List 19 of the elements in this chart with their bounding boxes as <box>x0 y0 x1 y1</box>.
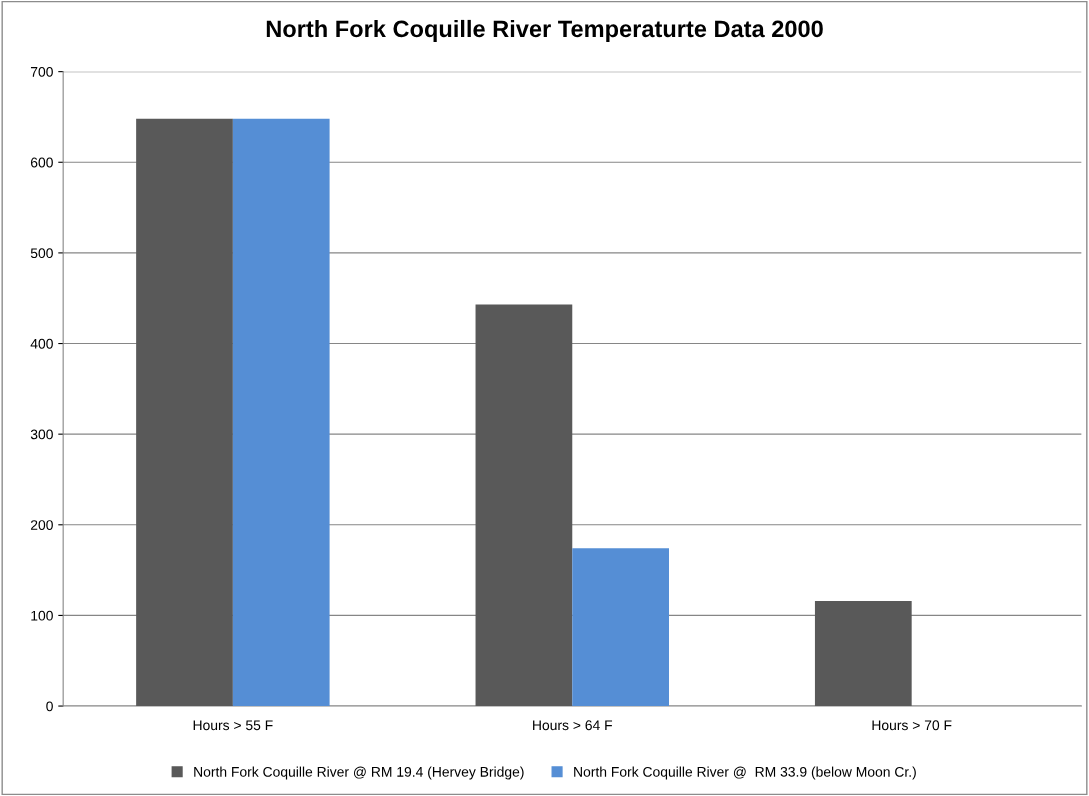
y-tick-label: 600 <box>30 157 53 168</box>
y-tick-label: 0 <box>46 701 53 712</box>
bar <box>572 548 669 707</box>
x-tick-label: Hours > 64 F <box>533 720 613 731</box>
bar <box>475 304 573 707</box>
y-tick-label: 500 <box>30 248 53 259</box>
x-tick-label: Hours > 70 F <box>872 720 952 731</box>
y-tick-label: 700 <box>30 66 53 77</box>
bar <box>814 600 912 707</box>
legend-label: North Fork Coquille River @ RM 19.4 (Hervey Bridge) <box>194 766 524 780</box>
bar <box>136 118 233 707</box>
bar <box>232 118 330 707</box>
y-tick-label: 400 <box>30 338 53 349</box>
y-tick-label: 200 <box>30 520 53 530</box>
y-tick-label: 100 <box>31 610 53 621</box>
chart-title: North Fork Coquille River Temperaturte Data 2000 <box>266 19 823 42</box>
legend-label: North Fork Coquille River @ RM 33.9 (below Moon Cr.) <box>574 766 916 780</box>
y-tick-label: 300 <box>30 429 53 440</box>
x-tick-label: Hours > 55 F <box>193 720 273 731</box>
